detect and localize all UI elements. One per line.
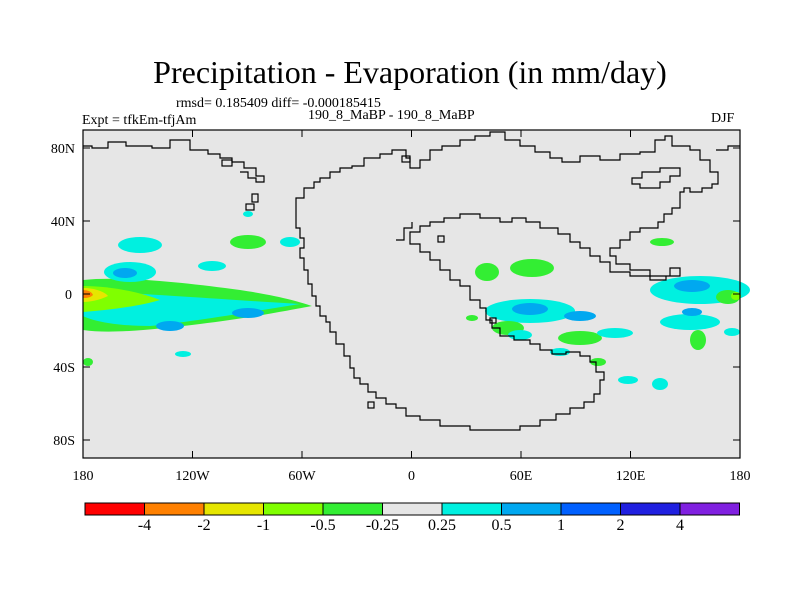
- lat-tick-4: 80S: [53, 434, 75, 449]
- outline-tethys-west: [396, 222, 413, 241]
- tick-marks: [82, 130, 741, 458]
- patch-natl-cyan: [280, 237, 300, 247]
- colorbar-swatch-5: [382, 503, 442, 515]
- colorbar: [84, 502, 740, 516]
- lon-tick-3: 0: [408, 469, 415, 484]
- outline-island-5: [437, 235, 445, 243]
- patch-sw-green: [83, 358, 93, 366]
- lon-tick-4: 60E: [510, 469, 533, 484]
- patch-small-cyan: [243, 211, 253, 217]
- patch-ind-cyan6: [652, 378, 668, 390]
- colorbar-label-6: 0.5: [491, 517, 512, 534]
- colorbar-swatch-10: [680, 503, 740, 515]
- lon-tick-6: 180: [730, 469, 751, 484]
- patch-epac-cyan2: [660, 314, 720, 330]
- lat-tick-3: 40S: [53, 361, 75, 376]
- colorbar-swatch-0: [85, 503, 145, 515]
- patch-ind-green5: [650, 238, 674, 246]
- patch-ind-green3: [590, 358, 606, 366]
- colorbar-swatch-4: [323, 503, 383, 515]
- colorbar-label-7: 1: [557, 517, 565, 534]
- anomaly-patches: [83, 211, 750, 390]
- patch-npac-blue: [113, 268, 137, 278]
- lat-tick-1: 40N: [51, 215, 75, 230]
- patch-epac-blue: [674, 280, 710, 292]
- colorbar-label-4: -0.25: [365, 517, 400, 534]
- patch-tethys-green2: [510, 259, 554, 277]
- patch-epac-blue2: [682, 308, 702, 316]
- lat-tick-2: 0: [65, 288, 72, 303]
- outline-pangaea: [295, 131, 719, 431]
- colorbar-swatch-1: [144, 503, 204, 515]
- season-label: DJF: [711, 111, 735, 126]
- lon-tick-labels: 180 120W 60W 0 60E 120E 180: [73, 469, 751, 484]
- colorbar-label-0: -4: [137, 517, 152, 534]
- colorbar-swatch-9: [620, 503, 680, 515]
- continent-outlines: [83, 131, 740, 431]
- lat-tick-0: 80N: [51, 142, 75, 157]
- rmsd-stats: rmsd= 0.185409 diff= -0.000185415: [176, 96, 381, 111]
- experiment-label: Expt = tfkEm-tfjAm: [82, 113, 197, 128]
- lon-tick-1: 120W: [175, 469, 210, 484]
- outline-island-1: [221, 159, 233, 167]
- colorbar-label-8: 2: [616, 517, 625, 534]
- patch-ind-blue: [512, 303, 548, 315]
- outline-island-7: [489, 317, 497, 324]
- colorbar-swatch-6: [442, 503, 502, 515]
- patch-ind-cyan5: [618, 376, 638, 384]
- outline-island-2: [251, 193, 259, 203]
- patch-small-cyan2: [175, 351, 191, 357]
- lon-tick-0: 180: [73, 469, 94, 484]
- comparison-label: 190_8_MaBP - 190_8_MaBP: [308, 108, 475, 123]
- patch-npac-cyan3: [198, 261, 226, 271]
- colorbar-label-1: -2: [197, 517, 211, 534]
- patch-ind-green4: [466, 315, 478, 321]
- patch-natl-green: [230, 235, 266, 249]
- lon-tick-2: 60W: [288, 469, 316, 484]
- colorbar-swatch-2: [204, 503, 264, 515]
- colorbar-swatch-8: [561, 503, 621, 515]
- patch-ind-cyan4: [597, 328, 633, 338]
- colorbar-label-9: 4: [676, 517, 684, 534]
- patch-ind-blue2: [564, 311, 596, 321]
- lat-tick-labels: 80N 40N 0 40S 80S: [51, 142, 75, 449]
- patch-tethys-green1: [475, 263, 499, 281]
- patch-ind-cyan2: [508, 330, 532, 340]
- patch-epac-green2: [690, 330, 706, 350]
- outline-island-3: [245, 203, 255, 211]
- outline-east-asia: [631, 167, 681, 189]
- patch-pacific-blue1: [156, 321, 184, 331]
- patch-pacific-blue2: [232, 308, 264, 318]
- patch-npac-cyan: [118, 237, 162, 253]
- colorbar-swatch-7: [501, 503, 561, 515]
- colorbar-label-3: -0.5: [310, 517, 336, 534]
- outline-island-6: [367, 401, 375, 409]
- patch-epac-cyan3: [724, 328, 740, 336]
- outline-arctic-right: [716, 145, 740, 151]
- colorbar-label-2: -1: [256, 517, 271, 534]
- colorbar-swatch-3: [263, 503, 323, 515]
- outline-island-4: [401, 155, 411, 163]
- lon-tick-5: 120E: [616, 469, 646, 484]
- patch-ind-green2: [558, 331, 602, 345]
- plot-title: Precipitation - Evaporation (in mm/day): [153, 54, 667, 90]
- colorbar-label-5: 0.25: [428, 517, 456, 534]
- outline-arctic-left: [83, 139, 265, 183]
